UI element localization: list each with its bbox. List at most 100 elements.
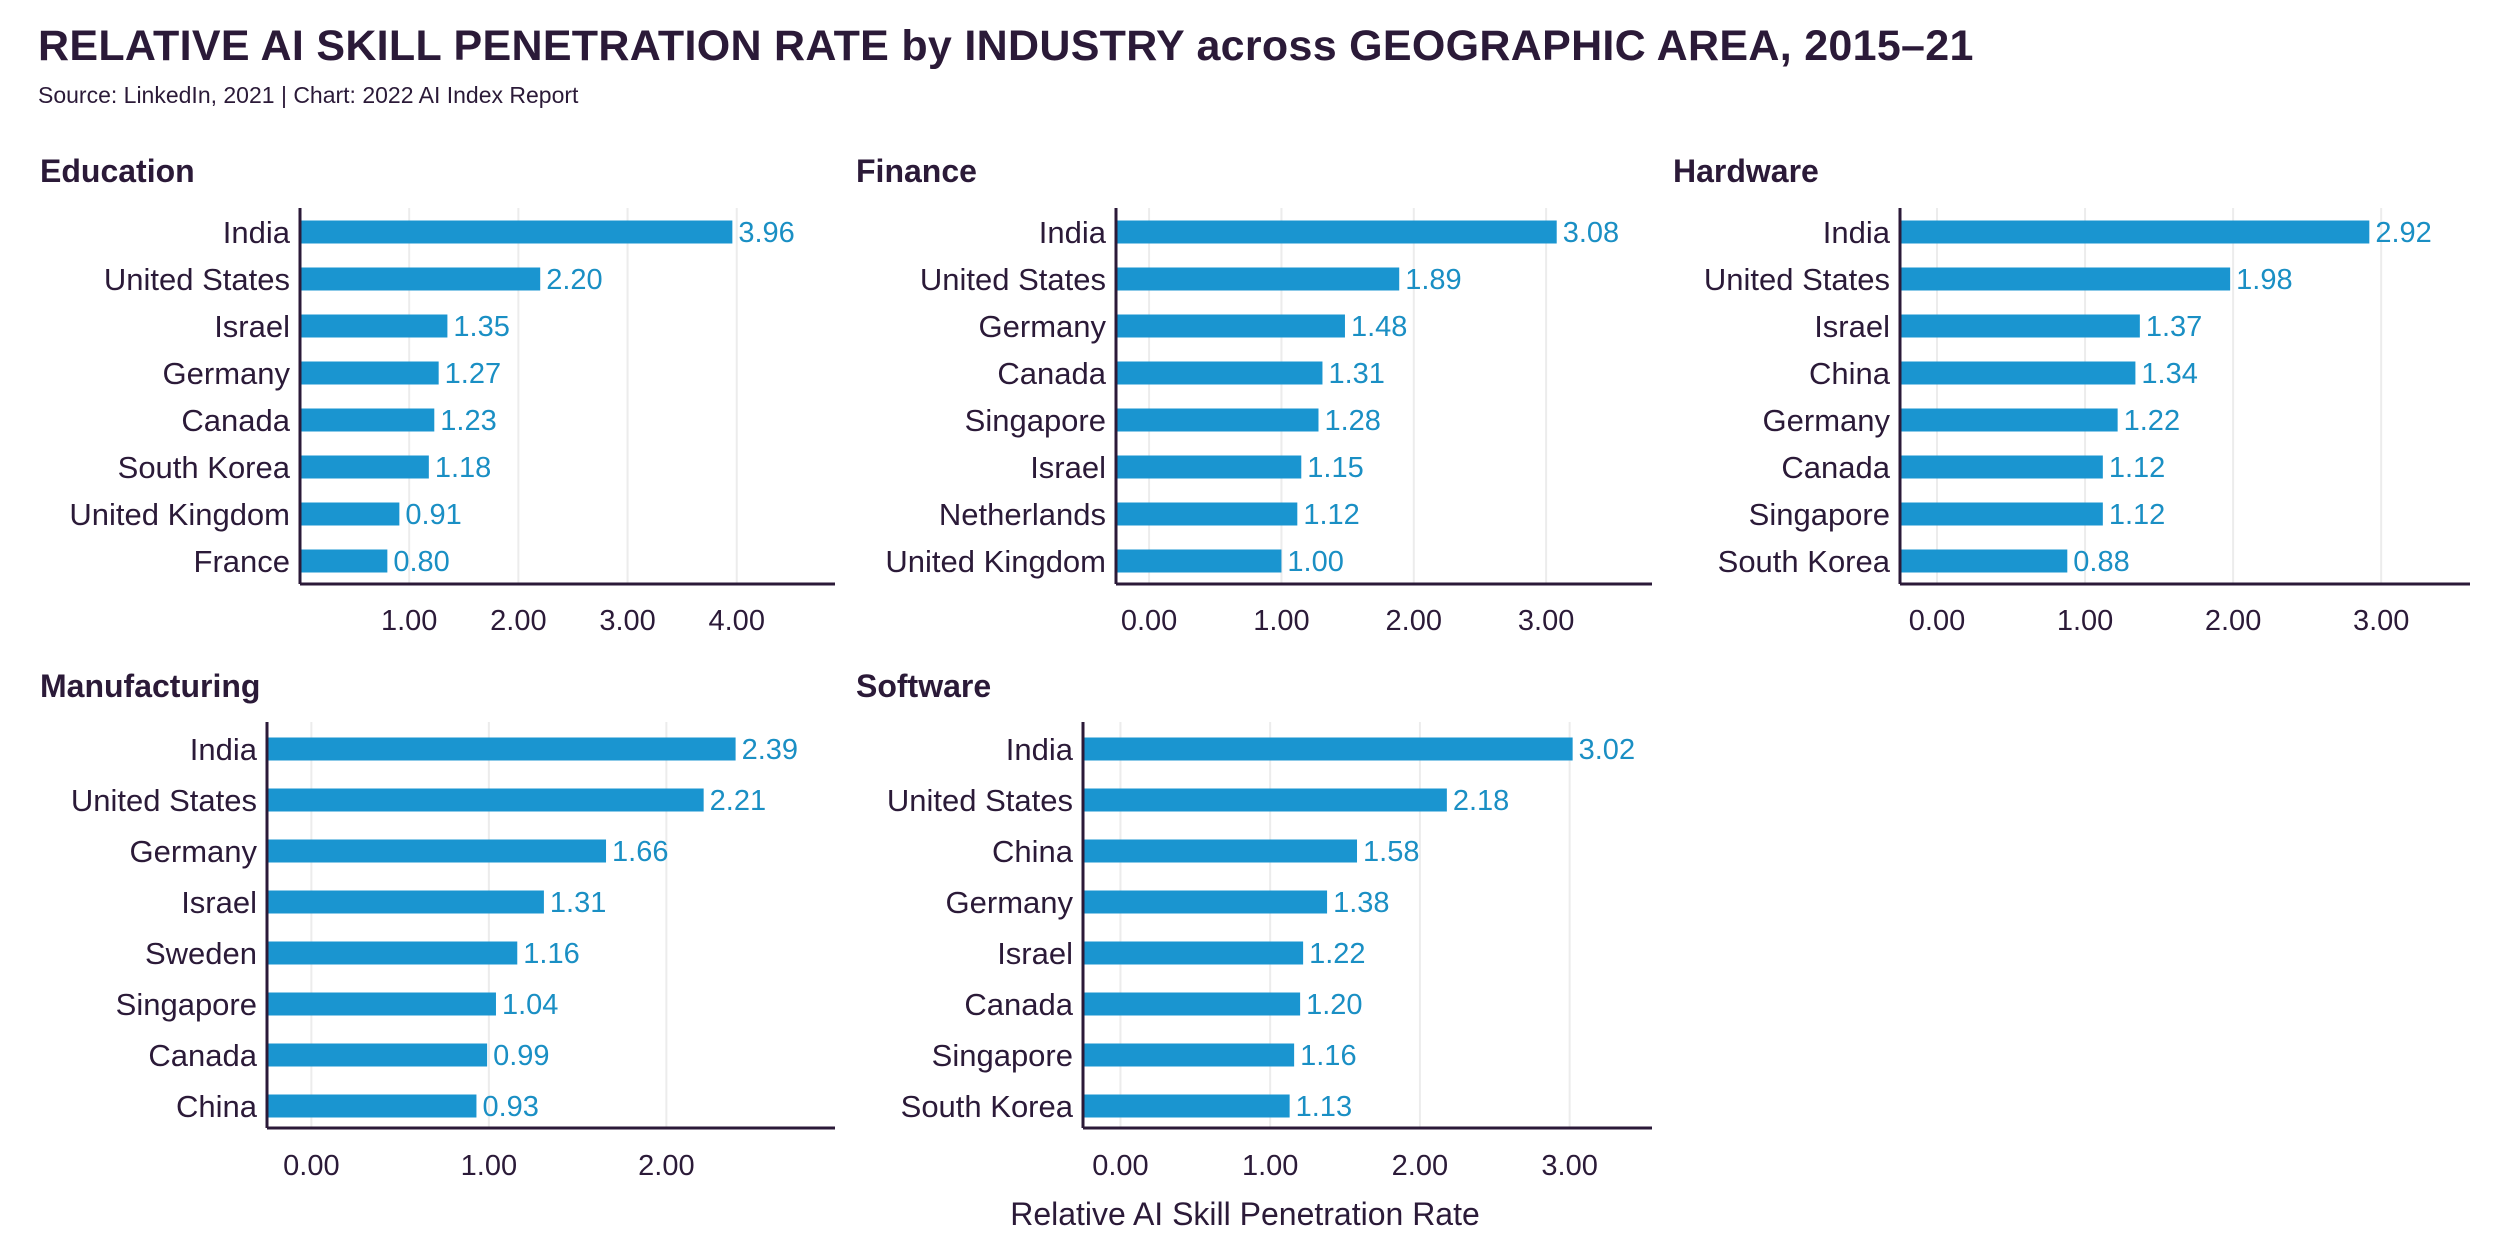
- category-label: United States: [1704, 262, 1890, 297]
- x-axis-title: Relative AI Skill Penetration Rate: [1010, 1196, 1480, 1232]
- category-label: Singapore: [116, 987, 257, 1022]
- bar: [1083, 788, 1447, 812]
- bar: [1900, 455, 2103, 479]
- bar: [267, 992, 496, 1016]
- chart-title: RELATIVE AI SKILL PENETRATION RATE by IN…: [38, 22, 1974, 70]
- category-label: Germany: [946, 885, 1074, 920]
- value-label: 1.34: [2141, 358, 2197, 390]
- category-label: China: [1809, 356, 1891, 391]
- category-label: India: [1823, 215, 1891, 250]
- value-label: 1.22: [2124, 405, 2180, 437]
- x-tick-label: 0.00: [1909, 605, 1965, 637]
- bar: [1900, 502, 2103, 526]
- value-label: 1.58: [1363, 836, 1419, 868]
- category-label: South Korea: [1718, 544, 1891, 579]
- x-tick-label: 1.00: [381, 605, 437, 637]
- category-label: India: [190, 732, 258, 767]
- category-label: Israel: [1814, 309, 1890, 344]
- category-label: United Kingdom: [69, 497, 290, 532]
- bar: [1083, 1094, 1290, 1118]
- category-label: Singapore: [932, 1038, 1073, 1073]
- x-tick-label: 2.00: [2205, 605, 2261, 637]
- x-tick-label: 0.00: [283, 1150, 339, 1182]
- chart-source: Source: LinkedIn, 2021 | Chart: 2022 AI …: [38, 82, 579, 108]
- bar: [1116, 408, 1319, 432]
- value-label: 0.99: [493, 1040, 549, 1072]
- category-label: Sweden: [145, 936, 257, 971]
- value-label: 1.89: [1405, 264, 1461, 296]
- bar: [1900, 314, 2140, 338]
- category-label: India: [1006, 732, 1074, 767]
- value-label: 0.88: [2073, 546, 2129, 578]
- x-tick-label: 3.00: [599, 605, 655, 637]
- bar: [300, 361, 439, 385]
- value-label: 2.39: [742, 734, 798, 766]
- value-label: 1.00: [1287, 546, 1343, 578]
- bar: [1083, 1043, 1295, 1067]
- value-label: 0.80: [393, 546, 449, 578]
- panel-finance: Finance 0.00 1.00 2.00 3.00 India 3.08 United S…: [856, 153, 1652, 637]
- panel-hardware: Hardware 0.00 1.00 2.00 3.00 India 2.92 United …: [1673, 153, 2470, 637]
- value-label: 1.37: [2146, 311, 2202, 343]
- bar: [1116, 267, 1400, 291]
- bar: [1116, 314, 1345, 338]
- bar: [1116, 361, 1323, 385]
- value-label: 1.13: [1296, 1091, 1352, 1123]
- panel-manufacturing: Manufacturing 0.00 1.00 2.00 India 2.39 United…: [40, 668, 835, 1182]
- x-tick-label: 3.00: [1518, 605, 1574, 637]
- x-tick-label: 2.00: [638, 1150, 694, 1182]
- category-label: Canada: [181, 403, 290, 438]
- bar: [300, 502, 400, 526]
- bar: [1116, 549, 1282, 573]
- category-label: Canada: [1781, 450, 1890, 485]
- value-label: 1.23: [440, 405, 496, 437]
- x-tick-label: 4.00: [709, 605, 765, 637]
- category-label: United States: [920, 262, 1106, 297]
- bar: [1083, 941, 1304, 965]
- value-label: 1.31: [550, 887, 606, 919]
- category-label: China: [992, 834, 1074, 869]
- panel-title: Education: [40, 153, 195, 189]
- x-tick-label: 3.00: [2353, 605, 2409, 637]
- value-label: 1.20: [1306, 989, 1362, 1021]
- value-label: 1.28: [1324, 405, 1380, 437]
- x-tick-label: 1.00: [461, 1150, 517, 1182]
- bar: [300, 267, 541, 291]
- x-tick-label: 1.00: [1253, 605, 1309, 637]
- value-label: 2.20: [546, 264, 602, 296]
- panel-education: Education 1.00 2.00 3.00 4.00 India 3.96 United…: [40, 153, 835, 637]
- value-label: 1.12: [2109, 499, 2165, 531]
- value-label: 1.66: [612, 836, 668, 868]
- category-label: France: [194, 544, 290, 579]
- panel-software: Software 0.00 1.00 2.00 3.00 India 3.02 United …: [856, 668, 1652, 1182]
- category-label: Israel: [214, 309, 290, 344]
- bar: [267, 788, 704, 812]
- bar: [300, 455, 429, 479]
- bar: [267, 839, 607, 863]
- category-label: Canada: [997, 356, 1106, 391]
- chart-panels: Education 1.00 2.00 3.00 4.00 India 3.96 United…: [40, 153, 2470, 1182]
- category-label: Israel: [181, 885, 257, 920]
- value-label: 1.27: [445, 358, 501, 390]
- value-label: 1.22: [1309, 938, 1365, 970]
- bar: [267, 737, 736, 761]
- category-label: Singapore: [1749, 497, 1890, 532]
- value-label: 1.15: [1307, 452, 1363, 484]
- category-label: Germany: [1763, 403, 1891, 438]
- bar: [1900, 549, 2068, 573]
- value-label: 3.02: [1579, 734, 1635, 766]
- x-tick-label: 1.00: [2057, 605, 2113, 637]
- category-label: Israel: [997, 936, 1073, 971]
- value-label: 1.98: [2236, 264, 2292, 296]
- value-label: 1.04: [502, 989, 558, 1021]
- value-label: 3.08: [1563, 217, 1619, 249]
- panel-title: Manufacturing: [40, 668, 260, 704]
- category-label: China: [176, 1089, 258, 1124]
- bar: [300, 549, 388, 573]
- category-label: India: [223, 215, 291, 250]
- panel-title: Software: [856, 668, 991, 704]
- value-label: 1.35: [453, 311, 509, 343]
- value-label: 1.12: [2109, 452, 2165, 484]
- bar: [1116, 220, 1557, 244]
- bar: [300, 314, 448, 338]
